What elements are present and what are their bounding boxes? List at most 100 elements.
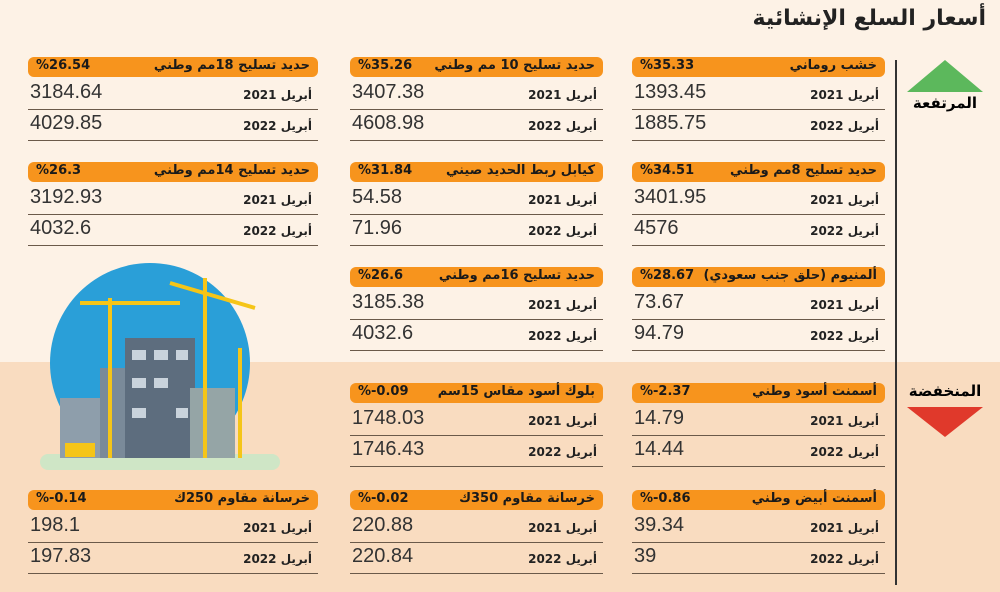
period-label: أبريل 2021: [243, 521, 312, 535]
item-header: خشب روماني %35.33: [632, 57, 885, 77]
price-value: 220.84: [352, 545, 414, 567]
period-label: أبريل 2021: [243, 88, 312, 102]
price-row: أبريل 2022 4032.6: [350, 320, 603, 351]
period-label: أبريل 2022: [243, 552, 312, 566]
item-change: %35.33: [640, 58, 695, 73]
item-name: خشب روماني: [789, 58, 877, 73]
period-label: أبريل 2022: [243, 224, 312, 238]
price-row: أبريل 2022 1746.43: [350, 436, 603, 467]
price-row: أبريل 2021 1393.45: [632, 79, 885, 110]
period-label: أبريل 2022: [528, 119, 597, 133]
section-label: المنخفضة: [908, 382, 982, 400]
price-value: 4029.85: [30, 112, 103, 134]
item-name: بلوك أسود مقاس 15سم: [437, 384, 595, 399]
item-change: %-0.02: [358, 491, 409, 506]
period-label: أبريل 2021: [810, 298, 879, 312]
price-row: أبريل 2021 3192.93: [28, 184, 318, 215]
price-value: 4032.6: [352, 322, 414, 344]
period-label: أبريل 2022: [810, 119, 879, 133]
price-row: أبريل 2022 14.44: [632, 436, 885, 467]
price-value: 3192.93: [30, 186, 103, 208]
item-change: %26.6: [358, 268, 404, 283]
item-change: %34.51: [640, 163, 695, 178]
item-header: حديد تسليح 14مم وطني %26.3: [28, 162, 318, 182]
price-value: 39: [634, 545, 657, 567]
period-label: أبريل 2022: [810, 445, 879, 459]
price-value: 1748.03: [352, 407, 425, 429]
period-label: أبريل 2021: [810, 414, 879, 428]
item-change: %26.3: [36, 163, 82, 178]
item-header: خرسانة مقاوم 250ك %-0.14: [28, 490, 318, 510]
price-row: أبريل 2022 39: [632, 543, 885, 574]
item-change: %35.26: [358, 58, 413, 73]
item-change: %-0.14: [36, 491, 87, 506]
period-label: أبريل 2022: [528, 552, 597, 566]
item-header: ألمنيوم (حلق جنب سعودي) %28.67: [632, 267, 885, 287]
price-value: 71.96: [352, 217, 403, 239]
price-row: أبريل 2022 4029.85: [28, 110, 318, 141]
price-value: 198.1: [30, 514, 81, 536]
item-header: حديد تسليح 10 مم وطني %35.26: [350, 57, 603, 77]
price-value: 1885.75: [634, 112, 707, 134]
period-label: أبريل 2022: [528, 445, 597, 459]
item-name: حديد تسليح 8مم وطني: [729, 163, 877, 178]
price-value: 3184.64: [30, 81, 103, 103]
item-name: حديد تسليح 16مم وطني: [438, 268, 595, 283]
item-header: بلوك أسود مقاس 15سم %-0.09: [350, 383, 603, 403]
item-name: كيابل ربط الحديد صيني: [445, 163, 595, 178]
price-value: 14.44: [634, 438, 685, 460]
item-change: %-0.09: [358, 384, 409, 399]
up-arrow: [907, 60, 983, 92]
price-value: 3401.95: [634, 186, 707, 208]
item-header: كيابل ربط الحديد صيني %31.84: [350, 162, 603, 182]
item-name: حديد تسليح 10 مم وطني: [434, 58, 595, 73]
divider: [895, 60, 897, 585]
item-name: أسمنت أسود وطني: [752, 384, 877, 399]
price-row: أبريل 2022 4032.6: [28, 215, 318, 246]
period-label: أبريل 2021: [528, 193, 597, 207]
item-change: %31.84: [358, 163, 413, 178]
price-value: 14.79: [634, 407, 685, 429]
price-value: 4608.98: [352, 112, 425, 134]
price-row: أبريل 2021 73.67: [632, 289, 885, 320]
price-value: 197.83: [30, 545, 92, 567]
item-header: خرسانة مقاوم 350ك %-0.02: [350, 490, 603, 510]
item-header: حديد تسليح 8مم وطني %34.51: [632, 162, 885, 182]
price-value: 39.34: [634, 514, 685, 536]
period-label: أبريل 2022: [810, 552, 879, 566]
price-row: أبريل 2021 1748.03: [350, 405, 603, 436]
item-change: %28.67: [640, 268, 695, 283]
price-row: أبريل 2022 197.83: [28, 543, 318, 574]
price-row: أبريل 2021 198.1: [28, 512, 318, 543]
period-label: أبريل 2021: [528, 521, 597, 535]
period-label: أبريل 2021: [528, 414, 597, 428]
item-header: حديد تسليح 18مم وطني %26.54: [28, 57, 318, 77]
price-row: أبريل 2022 4576: [632, 215, 885, 246]
price-value: 4032.6: [30, 217, 92, 239]
price-value: 54.58: [352, 186, 403, 208]
down-arrow: [907, 407, 983, 437]
period-label: أبريل 2022: [243, 119, 312, 133]
period-label: أبريل 2021: [528, 298, 597, 312]
item-change: %26.54: [36, 58, 91, 73]
period-label: أبريل 2021: [810, 193, 879, 207]
item-name: حديد تسليح 18مم وطني: [153, 58, 310, 73]
price-row: أبريل 2021 220.88: [350, 512, 603, 543]
price-row: أبريل 2022 71.96: [350, 215, 603, 246]
price-value: 94.79: [634, 322, 685, 344]
price-row: أبريل 2021 39.34: [632, 512, 885, 543]
price-row: أبريل 2021 3407.38: [350, 79, 603, 110]
period-label: أبريل 2021: [810, 88, 879, 102]
item-name: خرسانة مقاوم 350ك: [459, 491, 595, 506]
price-row: أبريل 2021 54.58: [350, 184, 603, 215]
price-value: 3185.38: [352, 291, 425, 313]
price-value: 73.67: [634, 291, 685, 313]
price-row: أبريل 2021 3185.38: [350, 289, 603, 320]
price-value: 220.88: [352, 514, 414, 536]
price-value: 3407.38: [352, 81, 425, 103]
item-header: حديد تسليح 16مم وطني %26.6: [350, 267, 603, 287]
item-change: %-0.86: [640, 491, 691, 506]
illustration: [40, 263, 280, 470]
period-label: أبريل 2021: [528, 88, 597, 102]
